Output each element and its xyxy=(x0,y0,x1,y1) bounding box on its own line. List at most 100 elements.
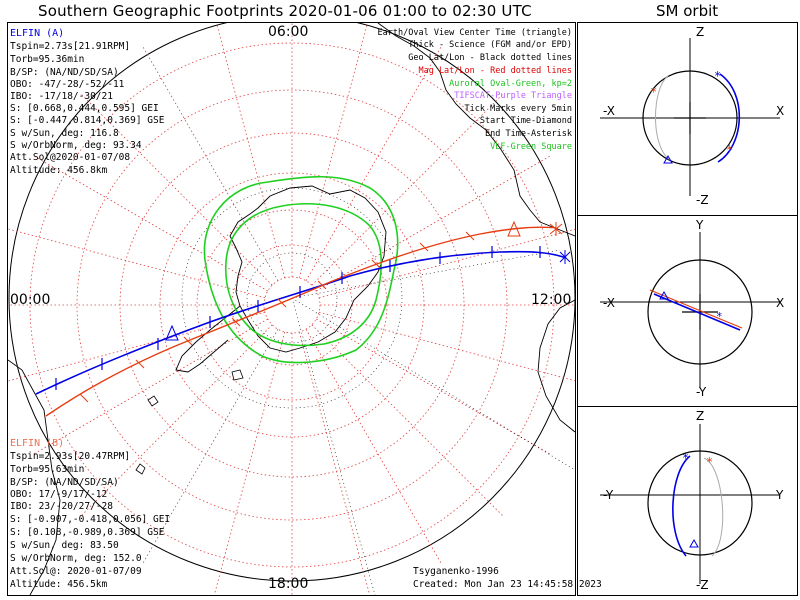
orbit-panel-frame-2 xyxy=(577,215,798,407)
geo-lat-grid xyxy=(181,187,403,409)
elfin-b-line: S: [0.108,-0.989,0.369] GSE xyxy=(10,527,165,538)
elfin-b-tick xyxy=(371,259,381,269)
clock-label-top: 06:00 xyxy=(268,24,309,40)
orbit-earth-circle xyxy=(647,450,753,556)
legend-item: Thick - Science (FGM and/or EPD) xyxy=(408,40,572,50)
elfin-b-center-triangle xyxy=(507,220,521,237)
elfin-b-tick xyxy=(135,359,145,369)
antarctic-peninsula xyxy=(175,305,241,373)
orbit-a-trace xyxy=(717,73,741,163)
orbit3-right-label: Y xyxy=(776,488,784,502)
figure-title: Southern Geographic Footprints 2020-01-0… xyxy=(38,2,532,20)
orbit-triangle xyxy=(689,538,699,548)
elfin-b-tick xyxy=(79,393,89,403)
orbit1-right-label: X xyxy=(776,104,785,118)
orbit1-left-label: -X xyxy=(603,104,615,118)
mag-lat-circle xyxy=(76,89,508,521)
auroral-oval-inner xyxy=(224,203,383,347)
south-america-coastline xyxy=(8,359,61,595)
clock-label-bottom: 18:00 xyxy=(268,576,309,592)
mag-lon-line xyxy=(79,324,273,518)
elfin-b-tick xyxy=(419,242,429,252)
orbit-panel-frame-1 xyxy=(577,22,798,216)
legend-item: Start Time-Diamond xyxy=(479,116,572,126)
mag-lon-line xyxy=(216,23,286,279)
orbit-asterisk: * xyxy=(714,69,721,83)
orbit-a-trace xyxy=(672,455,691,557)
elfin-a-line: S: [-0.447,0.814,0.369] GSE xyxy=(10,115,165,126)
mag-lon-line xyxy=(31,154,268,292)
orbit-panel-yz: * * xyxy=(600,424,780,584)
orbit-b-trace xyxy=(703,457,724,557)
clock-label-left: 00:00 xyxy=(10,292,51,308)
legend-item: Mag Lat/Lon - Red dotted lines xyxy=(418,66,572,76)
orbit-panel-xz: * * * xyxy=(600,38,780,196)
elfin-b-track xyxy=(45,226,557,417)
elfin-a-name: ELFIN (A) xyxy=(10,28,65,39)
mag-lon-grid xyxy=(8,23,575,595)
mag-lon-line xyxy=(311,92,505,286)
elfin-a-line: Torb=95.36min xyxy=(10,54,85,65)
mag-lat-circle xyxy=(29,42,555,568)
australia-coastline xyxy=(537,299,575,433)
track-ticks xyxy=(55,231,541,403)
legend-item: End Time-Asterisk xyxy=(485,129,572,139)
created-timestamp: Created: Mon Jan 23 14:45:58 2023 xyxy=(413,579,602,590)
orbit-earth-circle xyxy=(647,259,753,365)
mag-lon-line xyxy=(316,318,553,456)
orbit-title: SM orbit xyxy=(656,2,719,20)
legend-item: Earth/Oval View Center Time (triangle) xyxy=(377,28,572,38)
mag-lon-line xyxy=(31,318,268,456)
elfin-b-tick xyxy=(231,317,241,327)
orbit3-bottom-label: -Z xyxy=(696,578,709,592)
orbit-triangle xyxy=(659,290,669,300)
mag-lon-line xyxy=(305,44,443,281)
legend-item: VLF-Green Square xyxy=(490,142,572,152)
island xyxy=(147,395,159,407)
elfin-a-line: Tspin=2.73s[21.91RPM] xyxy=(10,41,131,52)
elfin-b-line: Torb=95.63min xyxy=(10,464,85,475)
orbit-a-trace xyxy=(653,293,741,331)
elfin-a-center-triangle xyxy=(165,324,179,341)
mag-lon-line xyxy=(298,331,371,595)
orbit2-top-label: Y xyxy=(696,218,704,232)
elfin-b-line: S w/Sun, deg: 83.50 xyxy=(10,540,119,551)
legend-item: Auroral Oval-Green, kp=2 xyxy=(449,79,572,89)
geo-lon-line xyxy=(291,297,575,471)
orbit1-bottom-label: -Z xyxy=(696,193,709,207)
antarctica-coastline xyxy=(229,185,387,353)
legend-item: TIFSCAT-Purple Triangle xyxy=(454,91,572,101)
orbit2-right-label: X xyxy=(776,296,785,310)
elfin-b-line: Altitude: 456.5km xyxy=(10,579,108,590)
elfin-a-line: S: [0.668,0.444,0.595] GEI xyxy=(10,103,159,114)
elfin-b-end-asterisk xyxy=(549,222,563,236)
orbit-asterisk: * xyxy=(716,310,723,323)
legend-item: Geo Lat/Lon - Black dotted lines xyxy=(408,53,572,63)
elfin-b-line: Att.Sol@: 2020-01-07/09 xyxy=(10,566,142,577)
orbit-earth-circle xyxy=(642,70,738,166)
geo-lat-circle xyxy=(181,187,403,409)
africa-coastline xyxy=(377,23,575,237)
orbit1-top-label: Z xyxy=(696,25,705,39)
mag-lon-line xyxy=(141,329,279,566)
geo-lon-grid xyxy=(291,249,575,595)
elfin-a-track xyxy=(35,250,567,395)
geo-lon-line xyxy=(291,297,376,595)
elfin-a-line: S w/Sun, deg: 116.8 xyxy=(10,128,119,139)
elfin-a-line: IBO: -17/18/-30/21 xyxy=(10,91,113,102)
orbit2-bottom-label: -Y xyxy=(696,385,707,399)
island xyxy=(135,463,146,475)
elfin-b-tick xyxy=(317,280,327,290)
auroral-oval-outer xyxy=(203,175,399,364)
elfin-a-line: OBO: -47/-28/-52/-11 xyxy=(10,79,125,90)
elfin-b-tick xyxy=(465,231,475,241)
orbit3-top-label: Z xyxy=(696,409,705,423)
elfin-b-line: S w/OrbNorm, deg: 152.0 xyxy=(10,553,142,564)
elfin-b-line: B/SP: (NA/ND/SD/SA) xyxy=(10,477,119,488)
elfin-b-line: Tspin=2.93s[20.47RPM] xyxy=(10,451,131,462)
geo-lon-line xyxy=(291,249,561,299)
island xyxy=(231,369,244,381)
elfin-a-line: S w/OrbNorm, deg: 93.34 xyxy=(10,140,142,151)
mag-lon-line xyxy=(8,228,266,299)
